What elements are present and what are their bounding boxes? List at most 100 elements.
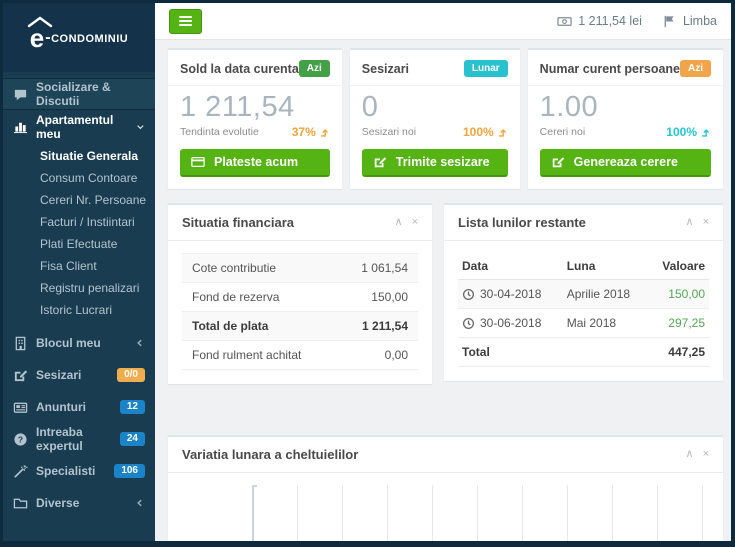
overdue-table: Data Luna Valoare 30-04-2018 Aprilie 201… bbox=[458, 253, 709, 368]
sesizari-count-badge: 0/0 bbox=[117, 368, 145, 382]
submenu-item-plati-efectuate[interactable]: Plati Efectuate bbox=[40, 237, 118, 251]
edit-icon bbox=[13, 368, 28, 383]
table-row: Fond rulment achitat 0,00 bbox=[182, 341, 418, 371]
app-logo[interactable]: e -Condominiu bbox=[3, 3, 155, 72]
panel-variatia-lunara: Variatia lunara a cheltuielilor ∧ × Apri… bbox=[168, 435, 723, 541]
chart-area: Aprilie 2018 bbox=[168, 473, 723, 541]
total-label: Total bbox=[458, 337, 563, 368]
trend-label: Cereri noi bbox=[539, 126, 586, 139]
sidebar-item-intreaba-expertul[interactable]: ? Intreaba expertul 24 bbox=[3, 423, 155, 455]
magic-wand-icon bbox=[13, 464, 28, 479]
submenu-item-registru-penalizari[interactable]: Registru penalizari bbox=[40, 281, 140, 295]
column-header: Valoare bbox=[648, 253, 709, 281]
table-row-total: Total 447,25 bbox=[458, 337, 709, 368]
close-icon[interactable]: × bbox=[702, 448, 709, 461]
card-title: Sold la data curenta bbox=[180, 61, 299, 76]
sidebar-item-label: Diverse bbox=[36, 496, 80, 510]
row-value: 1 061,54 bbox=[361, 261, 408, 276]
axis-tick bbox=[252, 485, 257, 488]
chevron-left-icon bbox=[137, 339, 142, 347]
value-cell: 150,00 bbox=[648, 279, 709, 310]
house-roof-icon bbox=[27, 16, 52, 27]
sidebar-item-specialisti[interactable]: Specialisti 106 bbox=[3, 455, 155, 487]
clock-icon bbox=[462, 288, 475, 301]
sidebar-item-apartamentul-meu[interactable]: Apartamentul meu bbox=[3, 110, 155, 143]
panel-situatia-financiara: Situatia financiara ∧ × Cote contributie… bbox=[168, 203, 432, 385]
trimite-sesizare-button[interactable]: Trimite sesizare bbox=[361, 149, 508, 178]
chart-plot: Aprilie 2018 bbox=[168, 485, 717, 541]
collapse-icon[interactable]: ∧ bbox=[394, 216, 403, 229]
language-label: Limba bbox=[682, 14, 717, 28]
sidebar-item-label: Blocul meu bbox=[36, 336, 101, 350]
sidebar: e -Condominiu Socializare & Discutii Apa… bbox=[3, 3, 155, 541]
panels-row: Situatia financiara ∧ × Cote contributie… bbox=[168, 203, 723, 395]
month-cell: Aprilie 2018 bbox=[562, 279, 649, 310]
card-title: Numar curent persoane bbox=[539, 61, 680, 76]
sesizari-value: 0 bbox=[361, 91, 379, 123]
apartament-submenu: Situatie Generala Consum Contoare Cereri… bbox=[3, 143, 155, 327]
close-icon[interactable]: × bbox=[702, 216, 709, 229]
submenu-item-facturi-instiintari[interactable]: Facturi / Instiintari bbox=[40, 215, 135, 229]
sidebar-item-label: Apartamentul meu bbox=[36, 112, 114, 141]
question-circle-icon: ? bbox=[13, 432, 28, 447]
month-cell: Mai 2018 bbox=[562, 308, 649, 339]
period-badge: Azi bbox=[298, 60, 330, 77]
close-icon[interactable]: × bbox=[411, 216, 418, 229]
table-row: Fond de rezerva 150,00 bbox=[182, 283, 418, 313]
submenu-item-fisa-client[interactable]: Fisa Client bbox=[40, 259, 97, 273]
panel-title: Situatia financiara bbox=[182, 215, 294, 231]
submenu-item-situatie-generala[interactable]: Situatie Generala bbox=[40, 149, 139, 163]
expert-count-badge: 24 bbox=[119, 432, 145, 446]
financial-table: Cote contributie 1 061,54 Fond de rezerv… bbox=[182, 253, 418, 371]
stat-cards-row: Sold la data curenta Azi 1 211,54 Tendin… bbox=[168, 48, 723, 190]
panel-lista-lunilor-restante: Lista lunilor restante ∧ × Data Luna Val… bbox=[444, 203, 723, 382]
button-label: Trimite sesizare bbox=[395, 155, 490, 170]
logo-e-text: e bbox=[29, 22, 45, 53]
specialisti-count-badge: 106 bbox=[114, 464, 145, 478]
trend-percent: 100% bbox=[666, 125, 711, 139]
anunturi-count-badge: 12 bbox=[119, 400, 145, 414]
row-label: Fond rulment achitat bbox=[192, 348, 302, 363]
collapse-icon[interactable]: ∧ bbox=[685, 448, 694, 461]
level-up-icon bbox=[320, 128, 328, 137]
submenu-item-istoric-lucrari[interactable]: Istoric Lucrari bbox=[40, 303, 113, 317]
sidebar-item-socializare[interactable]: Socializare & Discutii bbox=[3, 78, 155, 110]
edit-icon bbox=[551, 155, 565, 169]
bar-chart-icon bbox=[13, 119, 28, 134]
edit-icon bbox=[373, 155, 387, 169]
balance-value: 1 211,54 lei bbox=[578, 14, 642, 28]
genereaza-cerere-button[interactable]: Genereaza cerere bbox=[539, 149, 711, 178]
sidebar-item-anunturi[interactable]: Anunturi 12 bbox=[3, 391, 155, 423]
main-area: 1 211,54 lei Limba Sold la data curenta … bbox=[155, 3, 731, 541]
level-up-icon bbox=[498, 128, 506, 137]
balance-indicator[interactable]: 1 211,54 lei bbox=[557, 14, 642, 29]
period-badge: Azi bbox=[680, 60, 711, 77]
column-header: Luna bbox=[562, 253, 649, 281]
sidebar-item-diverse[interactable]: Diverse bbox=[3, 487, 155, 519]
submenu-item-consum-contoare[interactable]: Consum Contoare bbox=[40, 171, 138, 185]
newspaper-icon bbox=[13, 400, 28, 415]
sidebar-item-blocul-meu[interactable]: Blocul meu bbox=[3, 327, 155, 359]
row-value: 150,00 bbox=[371, 290, 408, 305]
total-value: 447,25 bbox=[648, 337, 709, 368]
language-menu[interactable]: Limba bbox=[662, 14, 717, 29]
credit-card-icon bbox=[191, 155, 205, 169]
card-title: Sesizari bbox=[361, 61, 410, 76]
trend-label: Tendinta evolutie bbox=[180, 126, 259, 139]
sidebar-toggle-button[interactable] bbox=[169, 8, 202, 34]
y-axis-line bbox=[252, 485, 254, 541]
plateste-acum-button[interactable]: Plateste acum bbox=[180, 149, 330, 178]
collapse-icon[interactable]: ∧ bbox=[685, 216, 694, 229]
card-persoane: Numar curent persoane Azi 1.00 Cereri no… bbox=[527, 48, 723, 190]
panel-title: Variatia lunara a cheltuielilor bbox=[182, 447, 359, 463]
row-value: 0,00 bbox=[384, 348, 408, 363]
chevron-left-icon bbox=[137, 499, 142, 507]
button-label: Genereaza cerere bbox=[573, 155, 678, 170]
submenu-item-cereri-nr-persoane[interactable]: Cereri Nr. Persoane bbox=[40, 193, 147, 207]
dashboard-content: Sold la data curenta Azi 1 211,54 Tendin… bbox=[155, 40, 731, 541]
table-row: 30-06-2018 Mai 2018 297,25 bbox=[458, 308, 709, 339]
svg-text:?: ? bbox=[18, 434, 23, 444]
sidebar-item-sesizari[interactable]: Sesizari 0/0 bbox=[3, 359, 155, 391]
chevron-down-icon bbox=[137, 124, 144, 129]
sidebar-item-label: Specialisti bbox=[36, 464, 96, 478]
